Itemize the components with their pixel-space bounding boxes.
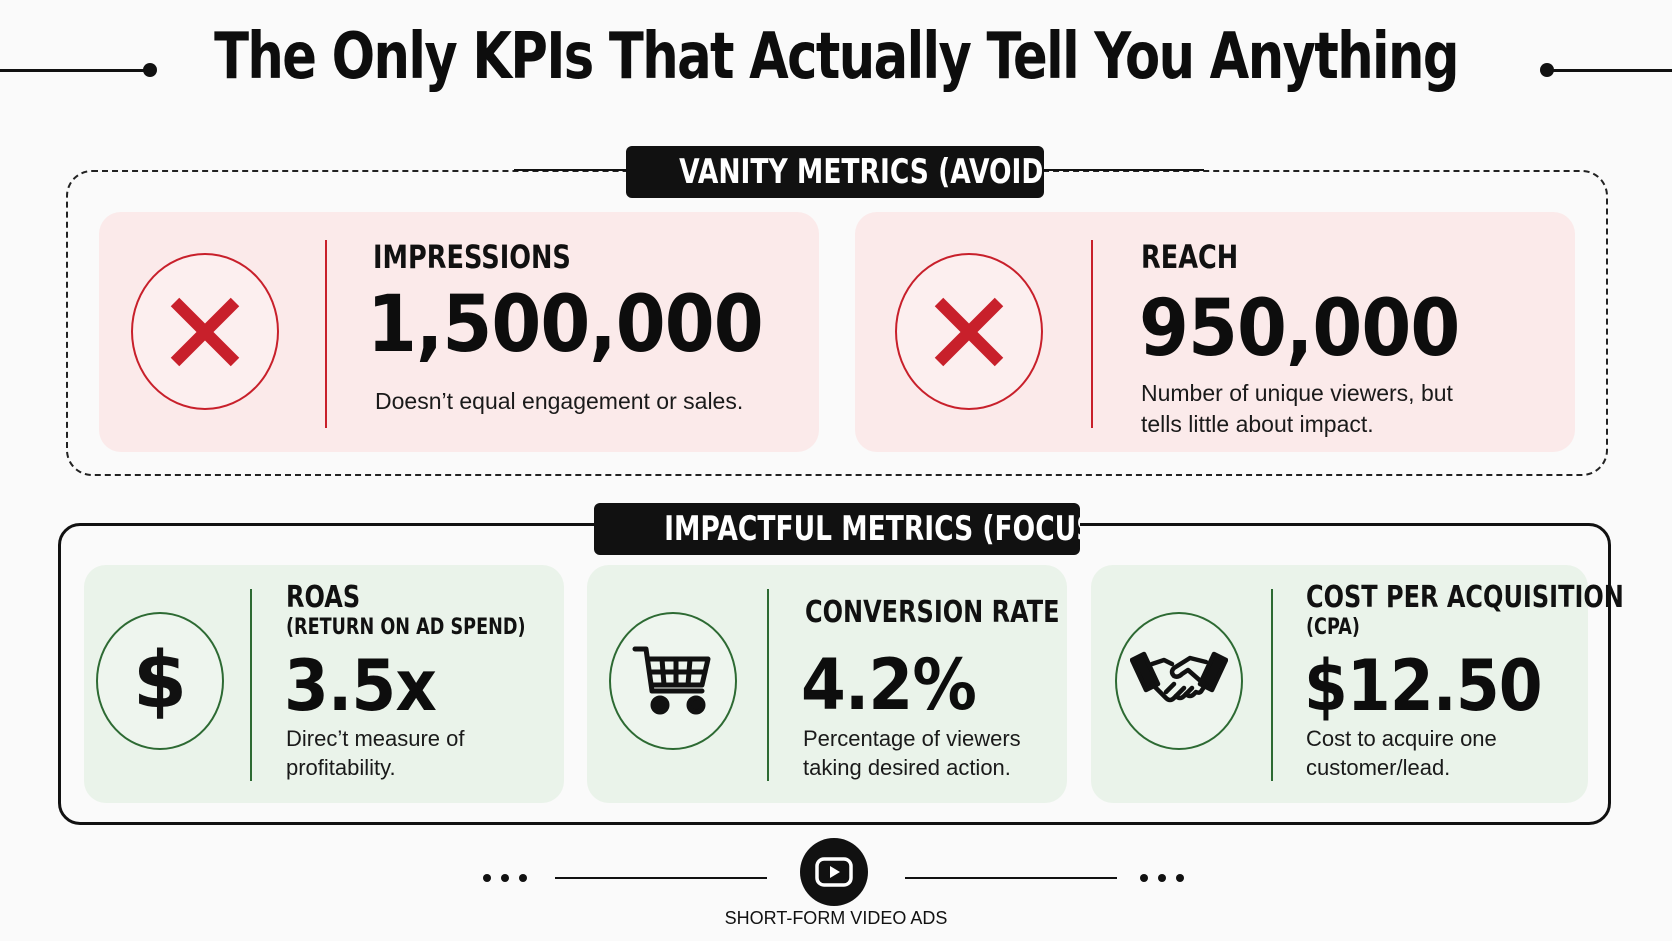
footer-rule-left [555,877,767,879]
title-rule-right [1552,69,1672,72]
footer-caption: SHORT-FORM VIDEO ADS [724,908,948,928]
title-rule-left [0,69,145,72]
metric-value: 3.5x [284,645,437,727]
footer-rule-right [905,877,1117,879]
vanity-section-label: VANITY METRICS (AVOID) [626,146,1044,198]
metric-card-cost-per-acquisition: COST PER ACQUISITION (CPA) $12.50 Cost t… [1091,565,1624,803]
metric-card-conversion-rate: CONVERSION RATE 4.2% Percentage of viewe… [587,565,1067,803]
metric-label: ROAS [286,580,361,615]
card-divider [767,589,769,781]
footer-dot [1158,874,1166,882]
description-line: Number of unique viewers, but [1141,380,1453,406]
card-divider [1091,240,1093,428]
description-line: customer/lead. [1306,755,1451,780]
x-icon [131,253,279,410]
metric-description: Direc’t measure of profitability. [286,724,465,782]
card-divider [1271,589,1273,781]
metric-value: 1,500,000 [367,280,764,370]
description-line: profitability. [286,755,396,780]
footer-dot [1140,874,1148,882]
metric-card-impressions: IMPRESSIONS 1,500,000 Doesn’t equal enga… [99,212,819,452]
description-line: tells little about impact. [1141,411,1374,437]
metric-card-reach: REACH 950,000 Number of unique viewers, … [855,212,1575,452]
metric-description: Percentage of viewers taking desired act… [803,724,1021,782]
metric-description: Doesn’t equal engagement or sales. [375,388,744,414]
metric-value: 4.2% [801,644,977,726]
metric-description: Number of unique viewers, but tells litt… [1141,378,1453,440]
page-title: The Only KPIs That Actually Tell You Any… [214,20,1459,94]
footer-dot [501,874,509,882]
metric-label: IMPRESSIONS [373,238,571,276]
dollar-icon: $ [96,612,224,750]
metric-card-roas: $ ROAS (RETURN ON AD SPEND) 3.5x Direc’t… [84,565,564,803]
metric-label: REACH [1141,238,1239,276]
card-divider [250,589,252,781]
impact-section-label: IMPACTFUL METRICS (FOCUS ON) [594,503,1080,555]
shopping-cart-icon [609,612,737,750]
title-dot-right [1540,63,1554,77]
description-line: Percentage of viewers [803,726,1021,751]
footer-dot [1176,874,1184,882]
footer-dot [519,874,527,882]
x-icon [895,253,1043,410]
metric-value: 950,000 [1139,284,1460,374]
card-divider [325,240,327,428]
metric-sublabel: (CPA) [1306,615,1360,640]
footer-dot [483,874,491,882]
metric-label: CONVERSION RATE [805,595,1060,630]
metric-label: COST PER ACQUISITION [1306,580,1624,615]
description-line: taking desired action. [803,755,1011,780]
play-icon [800,838,868,906]
handshake-icon [1115,612,1243,750]
vanity-label-rule-left [514,169,626,171]
description-line: Cost to acquire one [1306,726,1497,751]
description-line: Direc’t measure of [286,726,465,751]
metric-sublabel: (RETURN ON AD SPEND) [286,615,526,640]
metric-value: $12.50 [1304,645,1543,727]
metric-description: Cost to acquire one customer/lead. [1306,724,1497,782]
title-dot-left [143,63,157,77]
vanity-label-rule-right [1044,169,1204,171]
